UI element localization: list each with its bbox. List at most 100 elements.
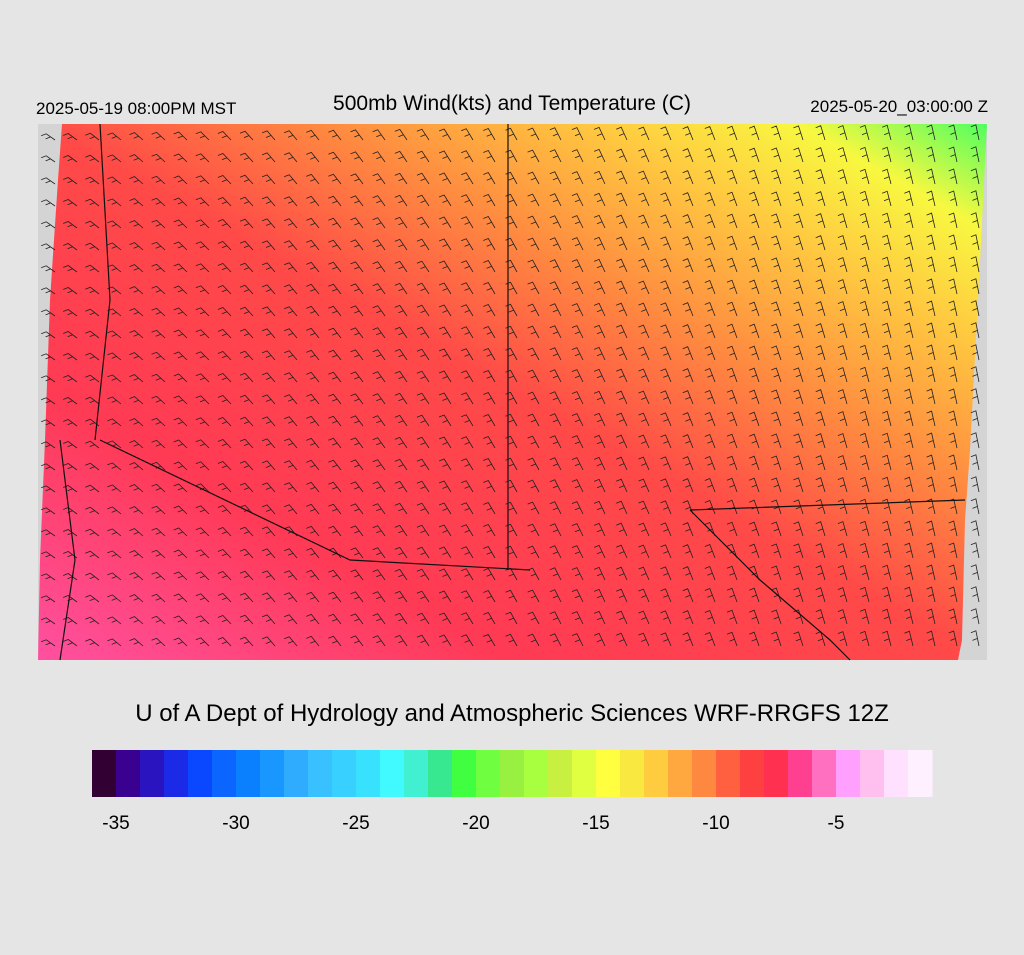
colorbar-swatch xyxy=(572,750,597,797)
wind-barb xyxy=(239,570,254,581)
wind-barb xyxy=(616,126,628,141)
wind-barb xyxy=(948,256,958,273)
wind-barb xyxy=(948,344,958,361)
wind-barb xyxy=(859,322,870,339)
wind-barb xyxy=(527,127,540,141)
wind-barb xyxy=(616,324,628,339)
wind-barb xyxy=(771,191,782,207)
wind-barb xyxy=(306,591,320,603)
wind-barb xyxy=(173,175,188,185)
wind-barb xyxy=(328,327,342,339)
wind-barb xyxy=(284,438,298,449)
wind-barb xyxy=(970,432,980,449)
wind-barb xyxy=(926,542,936,559)
wind-barb xyxy=(571,479,584,493)
wind-barb xyxy=(527,215,540,229)
wind-barb xyxy=(461,414,474,427)
wind-barb xyxy=(261,416,276,427)
wind-barb xyxy=(416,348,430,361)
wind-barb xyxy=(195,417,210,427)
wind-barb xyxy=(129,286,144,295)
wind-barb xyxy=(904,432,914,449)
wind-barb xyxy=(129,616,144,625)
wind-barb xyxy=(704,235,716,251)
wind-barb xyxy=(129,352,144,361)
wind-barb xyxy=(904,586,914,603)
wind-barb xyxy=(372,569,386,581)
wind-barb xyxy=(815,235,826,251)
wind-barb xyxy=(571,413,584,427)
wind-barb xyxy=(882,410,892,427)
wind-barb xyxy=(284,614,298,625)
wind-barb xyxy=(793,345,804,361)
wind-barb xyxy=(682,390,694,405)
wind-barb xyxy=(372,305,386,317)
wind-barb xyxy=(107,176,122,185)
colorbar-swatch xyxy=(380,750,405,797)
wind-barb xyxy=(350,547,364,559)
temperature-field xyxy=(38,124,987,660)
wind-barb xyxy=(195,395,210,405)
wind-barb xyxy=(85,396,100,405)
wind-barb xyxy=(704,631,716,647)
wind-barb xyxy=(815,521,826,537)
wind-barb xyxy=(372,195,386,207)
wind-barb xyxy=(660,412,672,427)
wind-barb xyxy=(416,590,430,603)
colorbar-swatch xyxy=(212,750,237,797)
wind-barb xyxy=(527,611,540,625)
wind-barb xyxy=(85,198,100,207)
wind-barb xyxy=(882,124,892,141)
wind-barb xyxy=(195,153,210,163)
wind-barb xyxy=(616,412,628,427)
wind-barb xyxy=(837,433,848,449)
wind-barb xyxy=(328,195,342,207)
wind-barb xyxy=(438,414,452,427)
wind-barb xyxy=(306,151,320,163)
wind-barb xyxy=(350,239,364,251)
wind-barb xyxy=(682,236,694,251)
wind-barb xyxy=(771,147,782,163)
wind-barb xyxy=(107,330,122,339)
wind-barb xyxy=(394,128,408,141)
wind-barb xyxy=(438,348,452,361)
wind-barb xyxy=(173,285,188,295)
wind-barb xyxy=(151,219,166,229)
wind-barb xyxy=(195,285,210,295)
wind-barb xyxy=(815,499,826,515)
wind-barb xyxy=(129,220,144,229)
wind-barb xyxy=(527,391,540,405)
wind-barb xyxy=(129,154,144,163)
wind-barb xyxy=(837,279,848,295)
wind-barb xyxy=(461,282,474,295)
wind-barb xyxy=(328,349,342,361)
wind-barb xyxy=(483,194,496,207)
wind-barb xyxy=(682,588,694,603)
wind-barb xyxy=(483,282,496,295)
wind-barb xyxy=(372,437,386,449)
wind-barb xyxy=(571,259,584,273)
wind-barb xyxy=(416,304,430,317)
wind-barb xyxy=(726,455,738,471)
wind-barb xyxy=(837,169,848,185)
wind-barb xyxy=(726,279,738,295)
wind-barb xyxy=(704,125,716,141)
wind-barb xyxy=(682,324,694,339)
wind-barb xyxy=(306,283,320,295)
wind-barb xyxy=(151,175,166,185)
wind-barb xyxy=(41,221,56,229)
wind-barb xyxy=(660,544,672,559)
wind-barb xyxy=(438,326,452,339)
wind-barb xyxy=(350,305,364,317)
wind-barb xyxy=(350,173,364,185)
wind-barb xyxy=(793,609,804,625)
wind-barb xyxy=(505,347,518,361)
wind-barb xyxy=(527,479,540,493)
wind-barb xyxy=(948,542,958,559)
wind-barb xyxy=(726,257,738,273)
wind-barb xyxy=(749,609,760,625)
wind-barb xyxy=(350,415,364,427)
wind-barb xyxy=(527,193,540,207)
wind-barb xyxy=(372,481,386,493)
wind-barb xyxy=(882,586,892,603)
